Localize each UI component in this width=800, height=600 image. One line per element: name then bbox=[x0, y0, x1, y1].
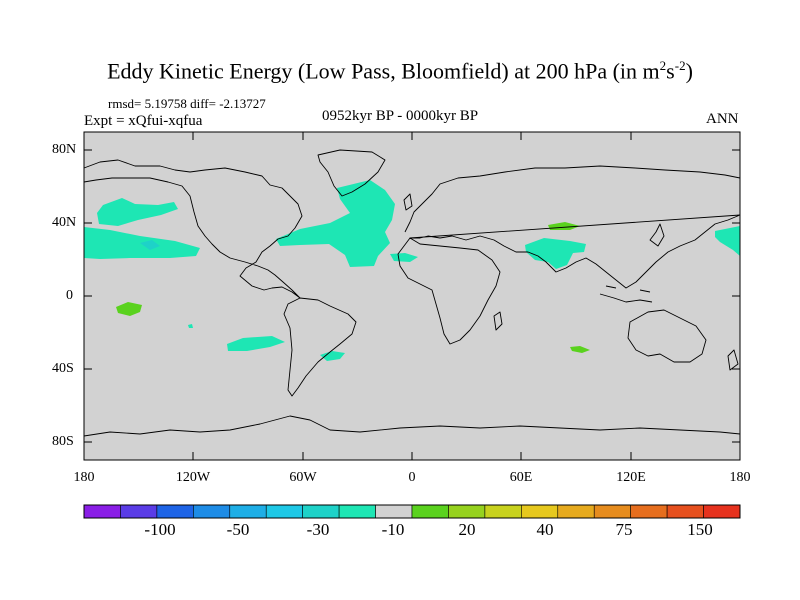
west-pacific-cyan-region bbox=[715, 226, 740, 256]
colorbar-swatch bbox=[411, 504, 449, 519]
lon-label-60e: 60E bbox=[509, 470, 533, 485]
colorbar-swatch bbox=[156, 504, 194, 519]
period-label: 0952kyr BP - 0000kyr BP bbox=[322, 108, 479, 124]
experiment-label: Expt = xQfui-xqfua bbox=[84, 113, 203, 129]
colorbar-swatch bbox=[193, 504, 231, 519]
coastlines bbox=[83, 149, 741, 437]
colorbar-swatch bbox=[484, 504, 522, 519]
uk-coastline bbox=[403, 193, 413, 211]
colorbar-label: -50 bbox=[226, 520, 250, 539]
axis-ticks bbox=[84, 132, 740, 460]
pacific-green-region bbox=[116, 302, 142, 316]
indonesia-coastline bbox=[599, 285, 653, 303]
lon-label-180w: 180 bbox=[73, 470, 95, 485]
south-america-coastline bbox=[283, 297, 357, 397]
season-label: ANN bbox=[706, 111, 739, 127]
north-atlantic-cyan-region bbox=[276, 180, 395, 267]
anomaly-fields bbox=[84, 180, 740, 361]
japan-coastline bbox=[649, 223, 665, 247]
pacific-blue-patch bbox=[140, 240, 160, 250]
colorbar-label: 40 bbox=[536, 520, 554, 539]
colorbar-swatch bbox=[338, 504, 376, 519]
colorbar-swatch bbox=[703, 504, 741, 519]
colorbar-swatch bbox=[448, 504, 486, 519]
new-zealand-coastline bbox=[727, 349, 739, 371]
south-asia-cyan-region bbox=[525, 238, 586, 269]
colorbar-swatch bbox=[557, 504, 595, 519]
colorbar-swatch bbox=[302, 504, 340, 519]
north-pacific-upper-cyan-region bbox=[97, 198, 178, 226]
greenland-coastline bbox=[317, 149, 386, 197]
lon-label-120e: 120E bbox=[616, 470, 646, 485]
lat-label-0: 0 bbox=[66, 288, 73, 303]
colorbar-label: -30 bbox=[306, 520, 330, 539]
plot-title: Eddy Kinetic Energy (Low Pass, Bloomfiel… bbox=[107, 58, 693, 84]
colorbar-label: 150 bbox=[687, 520, 713, 539]
east-atlantic-cyan-region bbox=[390, 253, 418, 262]
colorbar-swatch bbox=[265, 504, 303, 519]
colorbar-swatch bbox=[666, 504, 704, 519]
colorbar-label: 75 bbox=[615, 520, 633, 539]
indian-ocean-green-region bbox=[570, 346, 590, 353]
stats-label: rmsd= 5.19758 diff= -2.13727 bbox=[108, 96, 266, 111]
south-pacific-cyan-region bbox=[227, 336, 285, 351]
lat-label-40s: 40S bbox=[52, 361, 74, 376]
colorbar-swatch bbox=[593, 504, 631, 519]
colorbar-frame bbox=[83, 504, 741, 519]
colorbar-swatch bbox=[229, 504, 267, 519]
eurasia-coastline bbox=[404, 165, 741, 289]
small-cyan-dot bbox=[188, 324, 193, 328]
lat-label-80n: 80N bbox=[52, 142, 77, 157]
antarctica-coastline bbox=[83, 415, 741, 437]
colorbar-swatch bbox=[375, 504, 413, 519]
colorbar-swatch bbox=[83, 504, 121, 519]
colorbar-label: 20 bbox=[458, 520, 476, 539]
lon-label-60w: 60W bbox=[289, 470, 317, 485]
australia-coastline bbox=[627, 309, 707, 363]
colorbar-swatch bbox=[630, 504, 668, 519]
colorbar bbox=[83, 504, 741, 519]
colorbar-label: -100 bbox=[144, 520, 176, 539]
colorbar-label: -10 bbox=[381, 520, 405, 539]
lon-label-120w: 120W bbox=[175, 470, 211, 485]
colorbar-swatch bbox=[521, 504, 559, 519]
lat-label-80s: 80S bbox=[52, 434, 74, 449]
africa-coastline bbox=[397, 237, 501, 345]
south-atlantic-cyan-region bbox=[320, 351, 345, 361]
lon-label-180e: 180 bbox=[729, 470, 751, 485]
lat-label-40n: 40N bbox=[52, 215, 77, 230]
map-background bbox=[84, 132, 740, 460]
north-america-coastline bbox=[83, 159, 303, 299]
colorbar-swatch bbox=[120, 504, 158, 519]
lon-label-0: 0 bbox=[408, 470, 416, 485]
madagascar-coastline bbox=[493, 311, 503, 331]
